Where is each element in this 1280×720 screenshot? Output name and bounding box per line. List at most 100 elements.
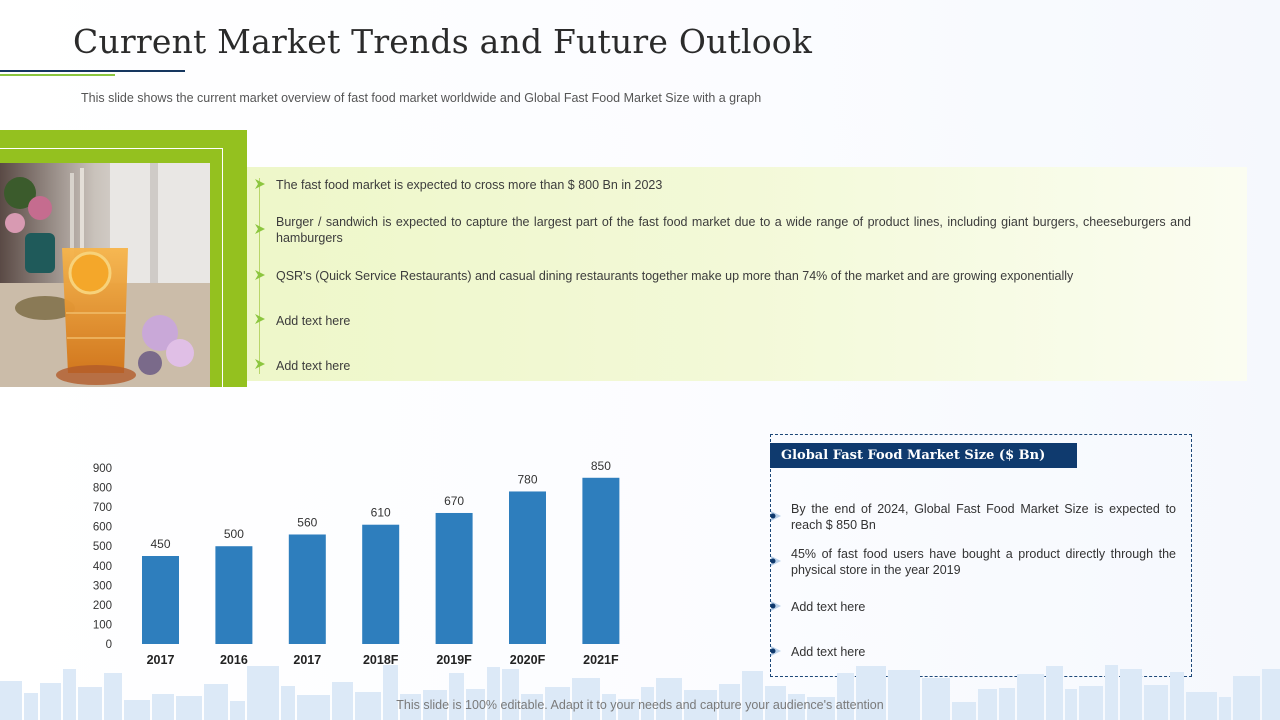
skyline-building [281, 686, 295, 720]
skyline-building [176, 696, 202, 720]
bullet-item: QSR's (Quick Service Restaurants) and ca… [276, 269, 1074, 283]
slide-subtitle: This slide shows the current market over… [81, 91, 762, 105]
skyline-building [602, 694, 616, 720]
market-size-item: By the end of 2024, Global Fast Food Mar… [791, 502, 1176, 532]
x-category-label: 2017 [147, 653, 175, 667]
skyline-building [922, 678, 950, 720]
y-tick-label: 900 [93, 463, 112, 475]
y-tick-label: 400 [93, 561, 112, 573]
market-size-box [770, 434, 1192, 677]
skyline-building [656, 678, 682, 720]
skyline-building [719, 684, 740, 720]
skyline-building [152, 694, 174, 720]
skyline-building [1017, 674, 1044, 720]
skyline-building [40, 683, 61, 720]
skyline-building [1046, 666, 1063, 720]
skyline-building [332, 682, 353, 720]
skyline-building [888, 670, 920, 720]
bar [215, 546, 253, 644]
skyline-building [999, 688, 1015, 720]
bar [288, 534, 326, 644]
bullet-item: Burger / sandwich is expected to capture… [276, 215, 1191, 245]
skyline-building [978, 689, 997, 720]
bar-value-label: 670 [444, 494, 464, 508]
dot-arrow-icon [770, 511, 781, 521]
skyline-building [449, 673, 464, 720]
skyline-building [502, 669, 519, 720]
bullet-item: Add text here [276, 359, 351, 373]
skyline-building [487, 667, 500, 720]
market-size-item: Add text here [791, 645, 866, 659]
bar [582, 477, 620, 644]
bar [142, 556, 179, 644]
skyline-building [0, 681, 22, 720]
bar-value-label: 610 [371, 506, 391, 520]
skyline-building [104, 673, 122, 720]
drink-photo [0, 163, 210, 387]
bullet-item: Add text here [276, 314, 351, 328]
dot-arrow-icon [770, 646, 781, 656]
skyline-building [788, 694, 805, 720]
skyline-building [837, 673, 854, 720]
slide-title: Current Market Trends and Future Outlook [73, 22, 813, 61]
skyline-building [1144, 685, 1168, 720]
skyline-building [1219, 697, 1231, 720]
skyline-building [124, 700, 150, 720]
market-size-header: Global Fast Food Market Size ($ Bn) [770, 443, 1077, 468]
x-category-label: 2020F [510, 653, 546, 667]
bar [435, 512, 473, 644]
y-tick-label: 600 [93, 522, 112, 534]
arrow-bullet-icon [255, 270, 265, 280]
title-underline-green [0, 74, 115, 76]
x-category-label: 2021F [583, 653, 619, 667]
market-size-bar-chart: 0 100 200 300 400 500 600 700 800 900 450 2017 500 20… [93, 459, 620, 667]
arrow-bullet-icon [255, 224, 265, 234]
skyline-building [618, 699, 639, 720]
title-underline-dark [0, 70, 185, 72]
skyline-building [765, 686, 786, 720]
bar-value-label: 450 [150, 537, 170, 551]
bar [362, 524, 400, 644]
bullet-panel [247, 167, 1247, 381]
y-tick-label: 0 [106, 639, 112, 651]
x-category-label: 2018F [363, 653, 399, 667]
skyline-building [230, 701, 245, 720]
skyline-building [1065, 689, 1077, 720]
skyline-building [807, 697, 835, 720]
x-category-label: 2019F [436, 653, 472, 667]
skyline-building [1186, 692, 1217, 720]
bar-value-label: 780 [517, 472, 537, 486]
city-skyline-decoration [0, 665, 1280, 720]
bar-value-label: 850 [591, 459, 611, 473]
skyline-building [297, 695, 330, 720]
y-tick-label: 500 [93, 541, 112, 553]
skyline-building [856, 666, 886, 720]
bar [509, 491, 546, 644]
skyline-building [355, 692, 381, 720]
skyline-building [742, 671, 763, 720]
arrow-bullet-icon [255, 314, 265, 324]
skyline-building [1105, 665, 1118, 720]
skyline-building [641, 687, 654, 720]
skyline-building [572, 678, 600, 720]
skyline-building [1120, 669, 1142, 720]
skyline-building [1233, 676, 1260, 720]
x-category-label: 2016 [220, 653, 248, 667]
skyline-building [400, 694, 421, 720]
market-size-item: 45% of fast food users have bought a pro… [791, 547, 1176, 577]
bullet-item: The fast food market is expected to cros… [276, 178, 663, 192]
market-size-item: Add text here [791, 600, 866, 614]
y-tick-label: 100 [93, 619, 112, 631]
skyline-building [521, 694, 543, 720]
x-category-label: 2017 [293, 653, 321, 667]
photo-frame [0, 148, 223, 387]
skyline-building [545, 687, 570, 720]
y-tick-label: 300 [93, 580, 112, 592]
skyline-building [383, 665, 398, 720]
y-tick-label: 700 [93, 502, 112, 514]
skyline-building [1262, 669, 1280, 720]
y-tick-label: 800 [93, 483, 112, 495]
slide-footer: This slide is 100% editable. Adapt it to… [396, 698, 884, 712]
skyline-building [952, 702, 976, 720]
skyline-building [423, 690, 447, 720]
